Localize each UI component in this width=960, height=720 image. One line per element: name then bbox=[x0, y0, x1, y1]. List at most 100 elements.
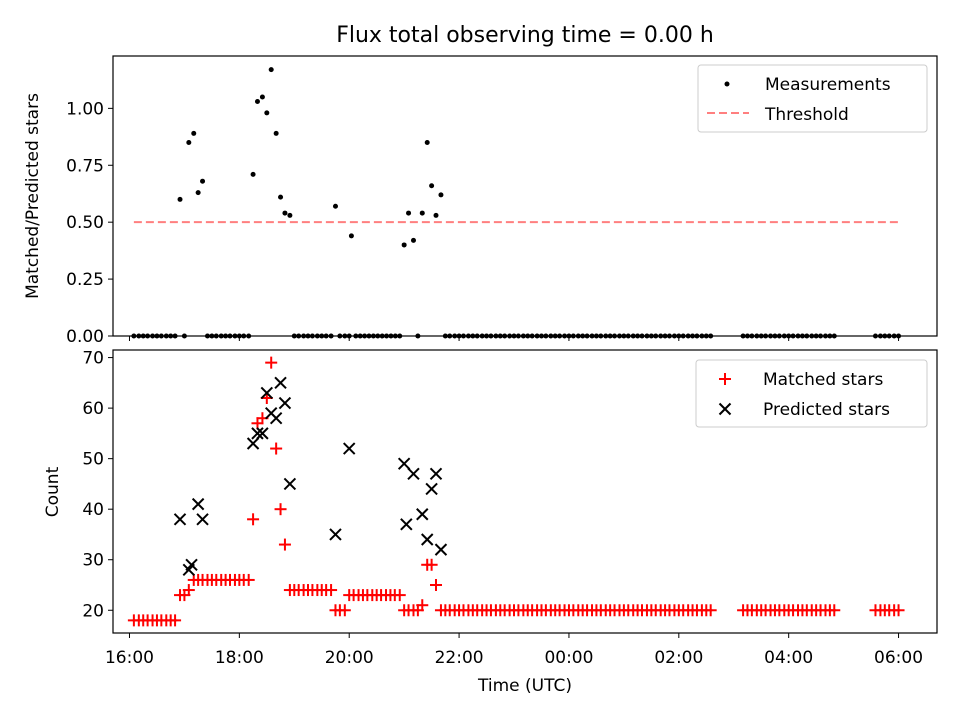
predicted-star-point bbox=[173, 513, 187, 526]
matched-star-point bbox=[265, 356, 278, 369]
measurement-point bbox=[259, 94, 265, 100]
matched-star-point bbox=[274, 503, 287, 516]
matched-star-point bbox=[270, 442, 283, 455]
predicted-star-point bbox=[251, 427, 264, 440]
predicted-star-point bbox=[191, 497, 205, 511]
bottom-axis-ticks: 20 30 40 50 60 70 16:00 18:00 20:00 22:00 00:00 02:… bbox=[82, 349, 923, 668]
matched-star-point bbox=[892, 604, 905, 617]
matched-star-point bbox=[430, 578, 443, 591]
legend-predicted-label: Predicted stars bbox=[763, 400, 890, 420]
legend-measurements-marker bbox=[724, 81, 730, 87]
bottom-legend-box bbox=[695, 359, 928, 428]
measurement-point bbox=[177, 196, 183, 202]
measurement-point bbox=[406, 210, 412, 216]
bottom-legend: Matched stars Predicted stars bbox=[695, 359, 928, 428]
measurement-point bbox=[419, 210, 425, 216]
star-count-marks bbox=[127, 356, 905, 627]
measurement-point bbox=[287, 212, 293, 218]
measurement-point bbox=[250, 171, 256, 177]
bottom-y-tick-label: 60 bbox=[82, 399, 104, 419]
matched-star-point bbox=[169, 614, 182, 627]
predicted-star-point bbox=[283, 477, 297, 491]
measurement-point bbox=[401, 242, 407, 248]
predicted-star-point bbox=[260, 386, 274, 400]
bottom-y-tick-label: 20 bbox=[82, 601, 104, 621]
predicted-star-point bbox=[421, 533, 434, 546]
measurement-point bbox=[273, 130, 279, 136]
predicted-star-point bbox=[278, 396, 292, 410]
legend-measurements-label: Measurements bbox=[765, 75, 891, 95]
bottom-y-tick-label: 50 bbox=[82, 450, 104, 470]
x-tick-label: 18:00 bbox=[215, 648, 264, 668]
measurement-point bbox=[348, 233, 354, 239]
legend-threshold-label: Threshold bbox=[764, 105, 849, 125]
predicted-star-point bbox=[269, 412, 283, 425]
legend-matched-marker bbox=[719, 373, 731, 385]
matched-star-point bbox=[828, 604, 841, 617]
predicted-star-point bbox=[400, 518, 413, 531]
measurement-point bbox=[268, 67, 274, 73]
top-legend: Measurements Threshold bbox=[697, 64, 928, 133]
measurement-point bbox=[433, 212, 439, 218]
predicted-star-point bbox=[425, 482, 438, 496]
bottom-plot-frame bbox=[112, 349, 938, 634]
x-tick-label: 06:00 bbox=[874, 648, 923, 668]
x-tick-label: 22:00 bbox=[435, 648, 484, 668]
matched-star-point bbox=[182, 584, 195, 597]
bottom-y-axis-label: Count bbox=[43, 466, 63, 517]
measurement-point bbox=[424, 140, 430, 146]
predicted-star-point bbox=[429, 467, 443, 481]
bottom-y-tick-label: 30 bbox=[82, 551, 104, 571]
top-axis-ticks: 0.00 0.25 0.50 0.75 1.00 bbox=[66, 99, 900, 347]
legend-matched-label: Matched stars bbox=[763, 370, 883, 390]
matched-star-point bbox=[704, 604, 717, 617]
matched-star-point bbox=[242, 573, 255, 586]
bottom-y-tick-label: 70 bbox=[82, 349, 104, 369]
matched-star-point bbox=[338, 604, 351, 617]
top-legend-box bbox=[697, 64, 928, 133]
measurement-point bbox=[195, 190, 201, 196]
x-tick-label: 02:00 bbox=[654, 648, 703, 668]
measurement-point bbox=[254, 99, 260, 105]
matched-star-point bbox=[416, 599, 429, 612]
x-tick-label: 04:00 bbox=[764, 648, 813, 668]
matched-star-point bbox=[325, 584, 338, 597]
measurement-point bbox=[186, 140, 192, 146]
x-tick-label: 00:00 bbox=[544, 648, 593, 668]
x-axis-label: Time (UTC) bbox=[477, 676, 572, 696]
predicted-star-point bbox=[185, 558, 198, 571]
measurement-point bbox=[264, 110, 270, 116]
measurement-point bbox=[332, 203, 338, 209]
matched-star-point bbox=[425, 558, 438, 571]
measurement-point bbox=[410, 237, 416, 243]
measurement-point bbox=[438, 192, 444, 198]
top-y-tick-label: 1.00 bbox=[66, 99, 104, 119]
predicted-star-point bbox=[196, 513, 209, 526]
x-tick-label: 20:00 bbox=[325, 648, 374, 668]
predicted-star-point bbox=[256, 427, 269, 440]
top-y-tick-label: 0.75 bbox=[66, 156, 104, 176]
top-y-tick-label: 0.25 bbox=[66, 270, 104, 290]
predicted-star-point bbox=[416, 508, 429, 521]
measurement-point bbox=[429, 183, 435, 189]
predicted-star-point bbox=[407, 467, 420, 481]
top-y-tick-label: 0.50 bbox=[66, 213, 104, 233]
matched-star-point bbox=[393, 589, 406, 602]
measurement-point bbox=[282, 210, 288, 216]
flux-ratio-panel: Flux total observing time = 0.00 h Match… bbox=[23, 23, 938, 347]
predicted-star-point bbox=[246, 437, 260, 450]
top-y-tick-label: 0.00 bbox=[66, 327, 104, 347]
chart-title: Flux total observing time = 0.00 h bbox=[336, 23, 714, 48]
matched-star-point bbox=[247, 513, 260, 526]
measurement-point bbox=[191, 130, 197, 136]
top-y-axis-label: Matched/Predicted stars bbox=[23, 93, 43, 299]
predicted-star-point bbox=[434, 543, 448, 556]
legend-predicted-marker bbox=[718, 402, 732, 416]
predicted-star-point bbox=[329, 528, 342, 541]
predicted-star-point bbox=[274, 376, 287, 390]
matched-star-point bbox=[278, 538, 291, 551]
measurement-point bbox=[278, 194, 284, 200]
x-tick-label: 16:00 bbox=[105, 648, 154, 668]
